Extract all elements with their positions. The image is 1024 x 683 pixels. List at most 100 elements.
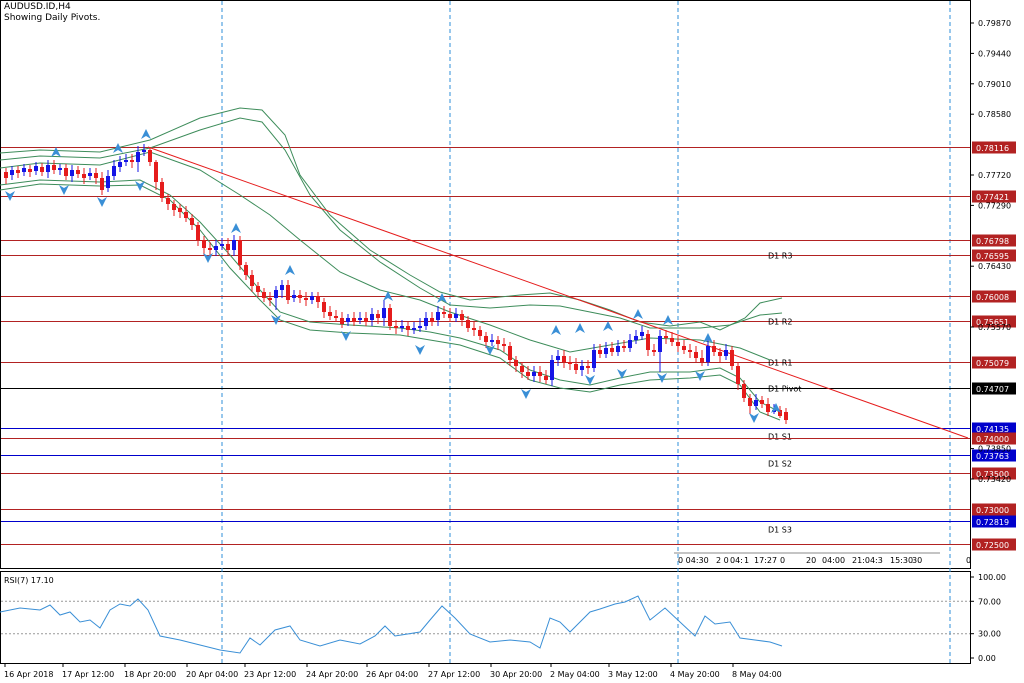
candle (40, 163, 44, 176)
candle (502, 338, 506, 352)
candle (496, 336, 500, 350)
candle (274, 286, 278, 310)
candle (706, 340, 710, 366)
candle (436, 306, 440, 326)
fractal-down-icon (617, 369, 627, 379)
band-line (0, 179, 781, 413)
fractal-up-icon (603, 321, 613, 331)
level-price-tag: 0.77421 (972, 190, 1016, 203)
candle (400, 320, 404, 332)
candle (598, 344, 602, 358)
candle (250, 270, 254, 292)
candle (58, 164, 62, 175)
fractal-down-icon (203, 253, 213, 263)
fractal-up-icon (437, 293, 447, 303)
trend-line[interactable] (147, 146, 969, 439)
candle (118, 156, 122, 172)
candle (28, 165, 32, 177)
level-price-text: 0.72500 (976, 541, 1009, 550)
band-line (0, 107, 783, 331)
price-tick-label: 0.78580 (978, 110, 1011, 119)
fractal-down-icon (585, 375, 595, 385)
price-tick-label: 0.79870 (978, 19, 1011, 28)
candle (634, 330, 638, 344)
level-price-text: 0.73000 (976, 506, 1009, 515)
level-price-tag: 0.74135 (972, 422, 1016, 435)
candle (592, 344, 596, 372)
candle (136, 146, 140, 172)
time-axis-label: 17 Apr 12:00 (62, 670, 114, 679)
band-line (0, 183, 781, 421)
candle (220, 238, 224, 250)
time-axis-label: 2 May 04:00 (550, 670, 600, 679)
level-price-text: 0.72819 (976, 518, 1009, 527)
rsi-panel: RSI(7) 17.10 100.00 70.00 30.00 0.00 (0, 573, 1006, 663)
level-price-tag: 0.73000 (972, 503, 1016, 516)
rsi-line (0, 595, 783, 654)
level-price-text: 0.78116 (976, 144, 1009, 153)
price-tick-label: 0.75570 (978, 323, 1011, 332)
rsi-axis-label: 0.00 (978, 654, 996, 663)
fractal-down-icon (415, 345, 425, 355)
time-axis-label: 26 Apr 04:00 (366, 670, 418, 679)
candle (688, 344, 692, 358)
time-axis-label: 30 Apr 20:00 (490, 670, 542, 679)
candle (382, 300, 386, 326)
candle (454, 308, 458, 322)
candle (550, 355, 554, 386)
rsi-frame (0, 571, 971, 664)
candle (316, 292, 320, 308)
chart-subtitle: Showing Daily Pivots. (4, 13, 101, 23)
candle (34, 162, 38, 175)
candle (10, 166, 14, 180)
candle (622, 340, 626, 352)
candle (568, 356, 572, 370)
candle (148, 148, 152, 166)
candle (358, 312, 362, 324)
candle (172, 200, 176, 216)
candle (538, 366, 542, 382)
level-price-text: 0.76008 (976, 293, 1009, 302)
candlesticks (4, 144, 788, 424)
level-price-text: 0.74000 (976, 435, 1009, 444)
level-price-tag: 0.74000 (972, 432, 1016, 445)
level-price-text: 0.74135 (976, 425, 1009, 434)
candle (460, 310, 464, 326)
candle (580, 360, 584, 376)
candle (748, 394, 752, 414)
candle (604, 342, 608, 358)
candle (16, 166, 20, 178)
candle (376, 310, 380, 324)
price-axis: 0.78116 0.77421 0.76798 0.76595 0.76008 0.756… (970, 19, 1016, 551)
candle (154, 160, 158, 190)
time-axis: 16 Apr 2018 17 Apr 12:00 18 Apr 20:00 20 Ap… (4, 663, 782, 679)
fractal-up-icon (383, 291, 393, 301)
time-axis-label: 4 May 20:00 (670, 670, 720, 679)
price-tick-label: 0.79440 (978, 49, 1011, 58)
fractal-up-icon (113, 143, 123, 153)
fractal-down-icon (695, 371, 705, 381)
candle (670, 332, 674, 346)
candle (616, 340, 620, 356)
level-price-tag: 0.75079 (972, 356, 1016, 369)
level-price-tag: 0.72500 (972, 538, 1016, 551)
candle (160, 178, 164, 202)
time-axis-label: 27 Apr 12:00 (428, 670, 480, 679)
fractal-up-icon (771, 403, 781, 413)
fractal-down-icon (341, 331, 351, 341)
rsi-axis-label: 30.00 (978, 630, 1001, 639)
candle (346, 314, 350, 326)
candle (190, 214, 194, 230)
fractal-down-icon (749, 413, 759, 423)
pivot-levels: D1 R3 D1 R2 D1 R1 D1 Pivot D1 S1 D1 S2 D1 S3 (1, 147, 970, 545)
candle (730, 346, 734, 370)
candle (628, 334, 632, 352)
fractal-down-icon (135, 181, 145, 191)
candle (484, 332, 488, 348)
candle (82, 168, 86, 184)
candle (646, 330, 650, 356)
candle (88, 168, 92, 180)
candle (328, 306, 332, 320)
rsi-axis-label: 100.00 (978, 573, 1006, 582)
